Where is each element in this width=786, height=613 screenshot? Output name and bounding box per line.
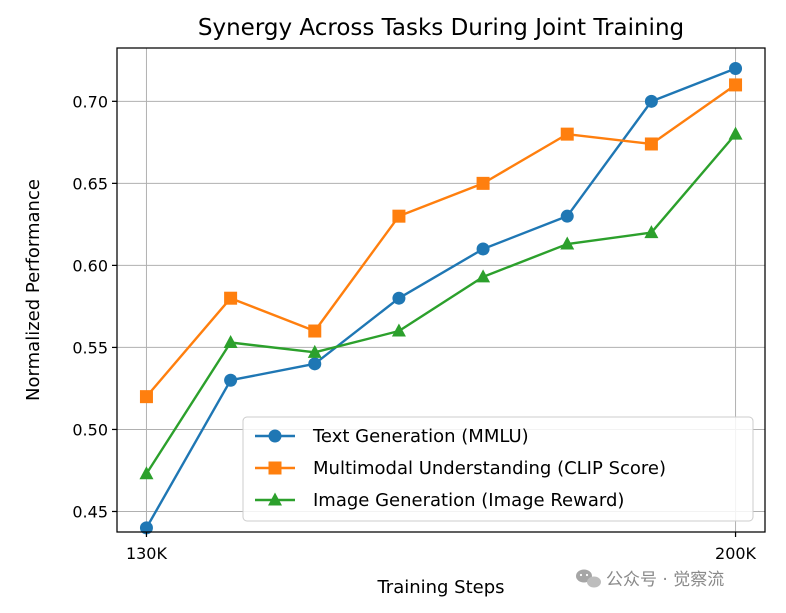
axis-ticks: 0.45 0.50 0.55 0.60 0.65 0.70 130K 200K: [72, 92, 756, 563]
data-point: [476, 242, 490, 256]
data-point: [139, 390, 153, 404]
data-point: [644, 94, 658, 108]
data-point: [560, 236, 575, 250]
chart-title: Synergy Across Tasks During Joint Traini…: [198, 15, 684, 41]
data-point: [728, 126, 743, 140]
data-point: [476, 176, 490, 190]
legend-marker: [268, 461, 282, 475]
data-point: [644, 137, 658, 151]
data-point: [644, 225, 659, 239]
series-3: [139, 126, 743, 480]
legend-box: [242, 416, 754, 522]
legend-label: Multimodal Understanding (CLIP Score): [313, 458, 666, 479]
watermark-text: 公众号 · 觉察流: [606, 570, 724, 590]
data-series: [139, 62, 743, 535]
data-point: [308, 324, 322, 338]
y-tick-label: 0.70: [72, 92, 108, 111]
data-point: [391, 323, 406, 337]
x-tick-label: 200K: [715, 544, 757, 563]
y-tick-label: 0.45: [72, 502, 108, 521]
data-point: [223, 335, 238, 349]
data-point: [308, 357, 322, 371]
y-tick-label: 0.55: [72, 338, 108, 357]
wechat-icon: [576, 569, 601, 588]
series-line: [145, 133, 737, 475]
y-axis-label: Normalized Performance: [23, 179, 44, 401]
x-tick-label: 130K: [126, 544, 168, 563]
data-point: [392, 291, 406, 305]
y-tick-label: 0.60: [72, 256, 108, 275]
data-point: [476, 269, 491, 283]
data-point: [729, 62, 743, 76]
legend-label: Text Generation (MMLU): [312, 426, 529, 447]
series-line: [145, 67, 736, 529]
watermark: 公众号 · 觉察流: [576, 569, 724, 590]
data-point: [392, 209, 406, 223]
data-point: [224, 291, 238, 305]
legend-entry: Multimodal Understanding (CLIP Score): [255, 458, 666, 479]
data-point: [560, 127, 574, 141]
x-axis-label: Training Steps: [376, 577, 504, 598]
y-tick-label: 0.50: [72, 420, 108, 439]
data-point: [307, 344, 322, 358]
legend-entries: Text Generation (MMLU) Multimodal Underst…: [255, 426, 666, 511]
data-point: [729, 78, 743, 92]
legend-entry: Text Generation (MMLU): [255, 426, 529, 447]
legend-marker: [268, 429, 282, 443]
series-2: [139, 78, 743, 404]
legend-label: Image Generation (Image Reward): [313, 490, 624, 511]
y-tick-label: 0.65: [72, 174, 108, 193]
data-point: [139, 466, 154, 480]
plot-frame: [116, 47, 766, 533]
data-point: [139, 521, 153, 535]
legend-entry: Image Generation (Image Reward): [255, 490, 624, 511]
data-point: [224, 373, 238, 387]
series-line: [145, 83, 737, 398]
legend-marker: [268, 492, 282, 506]
legend: Text Generation (MMLU) Multimodal Underst…: [242, 416, 754, 522]
data-point: [560, 209, 574, 223]
series-1: [139, 62, 743, 535]
